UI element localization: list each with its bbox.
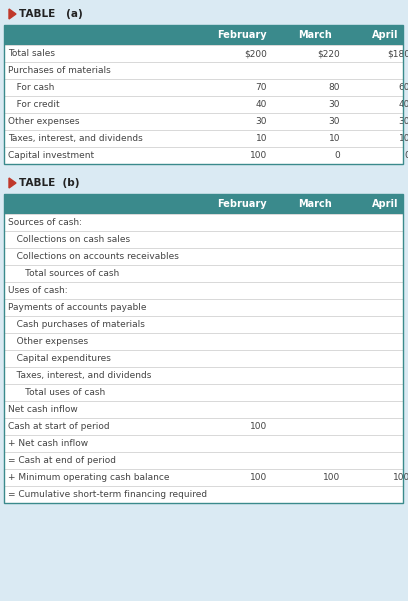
Text: 0: 0 xyxy=(334,151,340,160)
Text: Sources of cash:: Sources of cash: xyxy=(8,218,82,227)
Text: 30: 30 xyxy=(399,117,408,126)
Text: 100: 100 xyxy=(250,473,267,482)
Text: Net cash inflow: Net cash inflow xyxy=(8,405,78,414)
Text: 10: 10 xyxy=(255,134,267,143)
Polygon shape xyxy=(9,9,16,19)
Text: 40: 40 xyxy=(256,100,267,109)
Text: 10: 10 xyxy=(328,134,340,143)
Text: February: February xyxy=(217,30,267,40)
Bar xyxy=(4,265,403,282)
Bar xyxy=(4,384,403,401)
Text: Total sources of cash: Total sources of cash xyxy=(8,269,119,278)
Text: Cash purchases of materials: Cash purchases of materials xyxy=(8,320,145,329)
Text: Taxes, interest, and dividends: Taxes, interest, and dividends xyxy=(8,134,143,143)
Text: $180: $180 xyxy=(387,49,408,58)
Bar xyxy=(4,25,403,45)
Text: February: February xyxy=(217,199,267,209)
Bar xyxy=(4,333,403,350)
Bar xyxy=(4,45,403,62)
Text: For cash: For cash xyxy=(8,83,54,92)
Text: = Cash at end of period: = Cash at end of period xyxy=(8,456,116,465)
Bar xyxy=(4,282,403,299)
Text: Collections on accounts receivables: Collections on accounts receivables xyxy=(8,252,179,261)
Text: April: April xyxy=(372,199,398,209)
Text: Capital investment: Capital investment xyxy=(8,151,94,160)
Text: TABLE  (b): TABLE (b) xyxy=(19,178,80,188)
Text: Purchases of materials: Purchases of materials xyxy=(8,66,111,75)
Text: + Net cash inflow: + Net cash inflow xyxy=(8,439,88,448)
Text: Cash at start of period: Cash at start of period xyxy=(8,422,110,431)
Bar xyxy=(4,316,403,333)
Text: $220: $220 xyxy=(317,49,340,58)
Bar xyxy=(4,486,403,503)
Text: Payments of accounts payable: Payments of accounts payable xyxy=(8,303,146,312)
Text: 100: 100 xyxy=(323,473,340,482)
Text: Collections on cash sales: Collections on cash sales xyxy=(8,235,130,244)
Bar xyxy=(4,248,403,265)
Text: Total sales: Total sales xyxy=(8,49,55,58)
Text: Uses of cash:: Uses of cash: xyxy=(8,286,68,295)
Bar xyxy=(4,452,403,469)
Bar xyxy=(4,231,403,248)
Text: + Minimum operating cash balance: + Minimum operating cash balance xyxy=(8,473,169,482)
Text: = Cumulative short-term financing required: = Cumulative short-term financing requir… xyxy=(8,490,207,499)
Bar xyxy=(4,62,403,79)
Text: TABLE   (a): TABLE (a) xyxy=(19,9,83,19)
Bar xyxy=(4,194,403,214)
Bar xyxy=(4,214,403,231)
Bar xyxy=(4,113,403,130)
Text: Other expenses: Other expenses xyxy=(8,117,80,126)
Text: 100: 100 xyxy=(393,473,408,482)
Text: March: March xyxy=(298,199,332,209)
Bar xyxy=(4,367,403,384)
Text: $200: $200 xyxy=(244,49,267,58)
Bar xyxy=(4,147,403,164)
Text: 10: 10 xyxy=(399,134,408,143)
Text: Capital expenditures: Capital expenditures xyxy=(8,354,111,363)
Text: 0: 0 xyxy=(404,151,408,160)
Text: 100: 100 xyxy=(250,422,267,431)
Text: Other expenses: Other expenses xyxy=(8,337,88,346)
Bar xyxy=(4,79,403,96)
Text: 30: 30 xyxy=(328,100,340,109)
Text: 60: 60 xyxy=(399,83,408,92)
Bar xyxy=(4,469,403,486)
Text: 40: 40 xyxy=(399,100,408,109)
Polygon shape xyxy=(9,178,16,188)
Bar xyxy=(4,194,403,503)
Text: 80: 80 xyxy=(328,83,340,92)
Text: 30: 30 xyxy=(255,117,267,126)
Text: 70: 70 xyxy=(255,83,267,92)
Bar xyxy=(4,299,403,316)
Bar xyxy=(4,350,403,367)
Bar xyxy=(4,96,403,113)
Text: 100: 100 xyxy=(250,151,267,160)
Bar xyxy=(4,435,403,452)
Bar xyxy=(4,130,403,147)
Text: March: March xyxy=(298,30,332,40)
Text: April: April xyxy=(372,30,398,40)
Text: For credit: For credit xyxy=(8,100,60,109)
Bar xyxy=(4,401,403,418)
Text: Taxes, interest, and dividends: Taxes, interest, and dividends xyxy=(8,371,151,380)
Text: 30: 30 xyxy=(328,117,340,126)
Text: Total uses of cash: Total uses of cash xyxy=(8,388,105,397)
Bar xyxy=(4,418,403,435)
Bar xyxy=(4,25,403,164)
